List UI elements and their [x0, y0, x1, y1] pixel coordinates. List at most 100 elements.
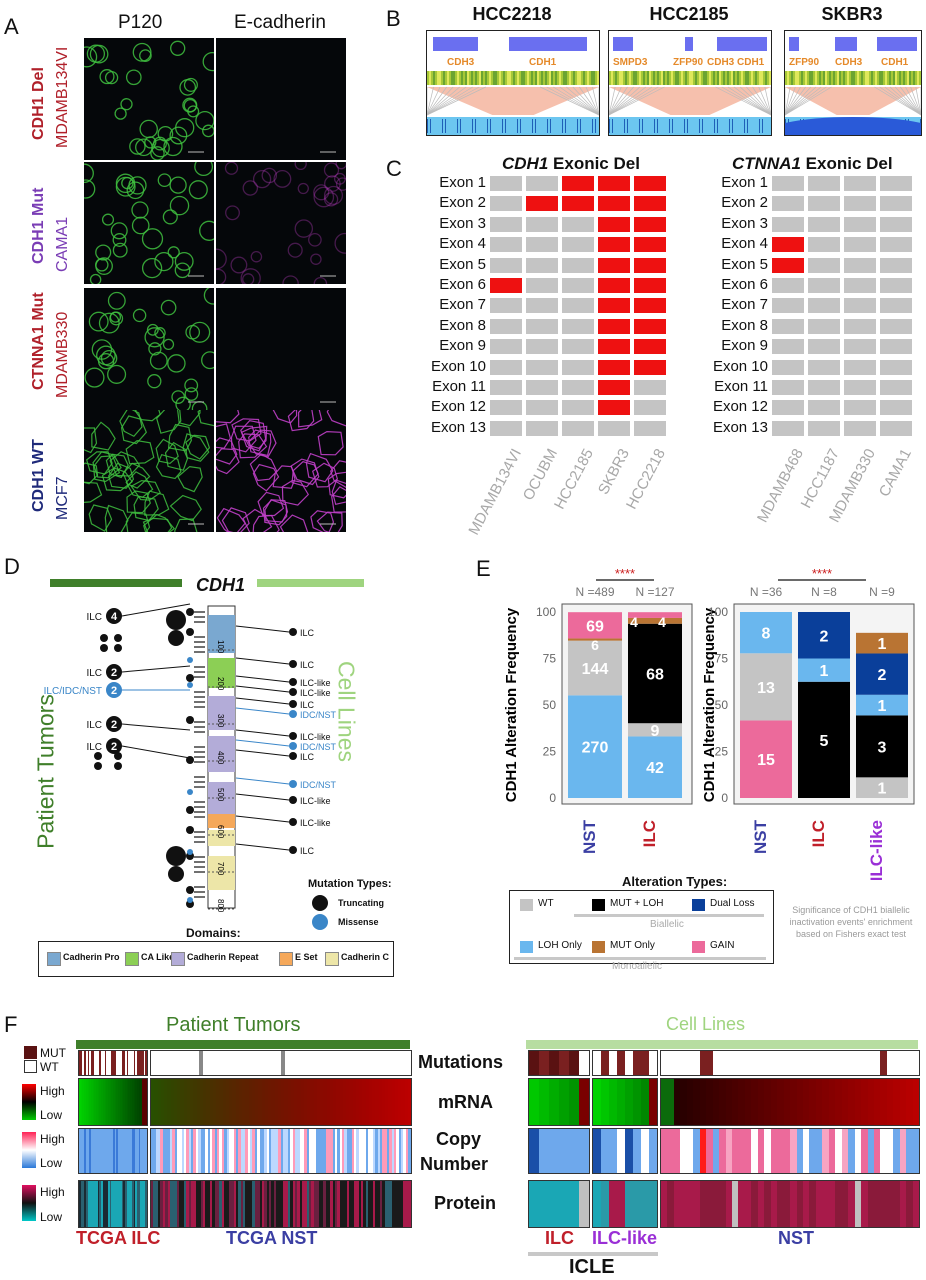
zoom-line — [427, 86, 454, 116]
exon-cell — [562, 359, 594, 375]
cellline-dot — [289, 678, 297, 686]
heat-column — [215, 1051, 221, 1075]
row-label-copy: Copy — [436, 1129, 481, 1149]
expression-band — [677, 71, 679, 85]
cell-outline — [216, 507, 246, 532]
track-box: SMPD3 ZFP90 CDH3 CDH1 — [608, 30, 772, 136]
heat-column — [92, 1181, 95, 1227]
cell-outline — [171, 390, 186, 404]
y-tick: 75 — [543, 652, 557, 666]
position-tick: 400 — [216, 751, 225, 765]
heat-column — [699, 1079, 707, 1125]
exon-cell — [880, 216, 912, 232]
heat-column — [389, 1129, 392, 1173]
expression-band — [703, 71, 705, 85]
exon-label: Exon 2 — [439, 194, 486, 212]
heat-column — [601, 1079, 609, 1125]
heat-column — [207, 1181, 210, 1227]
heat-column — [309, 1129, 312, 1173]
protein-domain — [208, 615, 235, 653]
exon-cell — [808, 216, 840, 232]
hotspot — [168, 866, 184, 882]
track-box: ZFP90 CDH3 CDH1 — [784, 30, 922, 136]
heat-column — [365, 1129, 369, 1173]
cell-ilclike-mrna — [592, 1078, 658, 1126]
heat-column — [751, 1181, 758, 1227]
expression-band — [741, 71, 743, 85]
expression-band — [719, 71, 721, 85]
heat-column — [198, 1181, 201, 1227]
heat-column — [157, 1079, 161, 1125]
heat-column — [126, 1051, 129, 1075]
bar-n: N =127 — [635, 585, 674, 599]
expression-band — [473, 71, 475, 85]
position-tick: 300 — [216, 714, 225, 728]
heat-column — [360, 1129, 364, 1173]
bar-segment — [798, 612, 850, 659]
heat-column — [375, 1079, 379, 1125]
cell-ilclike-mutations — [592, 1050, 658, 1076]
expression-band — [735, 71, 737, 85]
heat-column — [195, 1181, 199, 1227]
segment-label: 42 — [646, 760, 664, 777]
position-tick: 800 — [216, 899, 225, 913]
expression-band — [889, 71, 891, 85]
heat-column — [352, 1079, 356, 1125]
heat-column — [123, 1079, 125, 1125]
zoom-line — [553, 86, 599, 116]
ctnna1-exon-title: CTNNA1 Exonic Del — [732, 154, 893, 173]
heat-column — [402, 1051, 407, 1075]
heat-column — [757, 1079, 765, 1125]
exon-cell — [880, 359, 912, 375]
heat-column — [268, 1079, 272, 1125]
heat-column — [299, 1129, 302, 1173]
coverage-mark — [609, 119, 610, 133]
heat-column — [593, 1051, 601, 1075]
heat-column — [854, 1129, 862, 1173]
segment-label: 3 — [878, 739, 887, 756]
cell-outline — [240, 268, 261, 284]
heat-column — [228, 1129, 232, 1173]
exon-cell — [844, 400, 876, 416]
heat-column — [854, 1181, 862, 1227]
heat-column — [899, 1129, 907, 1173]
cell-outline — [139, 119, 158, 139]
cell-outline — [242, 180, 259, 196]
heat-column — [145, 1129, 147, 1173]
expression-band — [511, 71, 513, 85]
tumor-connector — [121, 745, 191, 759]
expression-band — [539, 71, 541, 85]
heat-column — [212, 1129, 215, 1173]
cell-outline — [155, 453, 182, 480]
y-tick: 75 — [715, 652, 729, 666]
bar-segment — [628, 623, 682, 724]
heat-column — [719, 1079, 726, 1125]
heat-column — [341, 1051, 346, 1075]
heat-column — [181, 1051, 186, 1075]
heat-column — [358, 1129, 361, 1173]
count-text: 2 — [111, 719, 117, 731]
expression-band — [487, 71, 489, 85]
heat-column — [280, 1051, 286, 1075]
heat-column — [401, 1079, 405, 1125]
heat-column — [200, 1129, 203, 1173]
heat-column — [325, 1129, 328, 1173]
coverage-mark — [627, 119, 628, 133]
heat-column — [355, 1079, 359, 1125]
expression-band — [817, 71, 819, 85]
heat-column — [205, 1129, 208, 1173]
zoom-line — [609, 86, 641, 116]
exon-cell — [562, 298, 594, 314]
panel-label-c: C — [386, 156, 402, 181]
heat-column — [247, 1181, 251, 1227]
exon-cell — [844, 176, 876, 191]
legend-cn-low: Low — [40, 1156, 63, 1170]
heat-column — [142, 1051, 144, 1075]
heat-column — [222, 1079, 226, 1125]
exon-cell — [772, 196, 804, 212]
heat-column — [142, 1079, 144, 1125]
cell-outline — [313, 184, 330, 201]
row-label-number: Number — [420, 1154, 489, 1174]
expression-band — [813, 71, 815, 85]
heat-column — [180, 1079, 184, 1125]
